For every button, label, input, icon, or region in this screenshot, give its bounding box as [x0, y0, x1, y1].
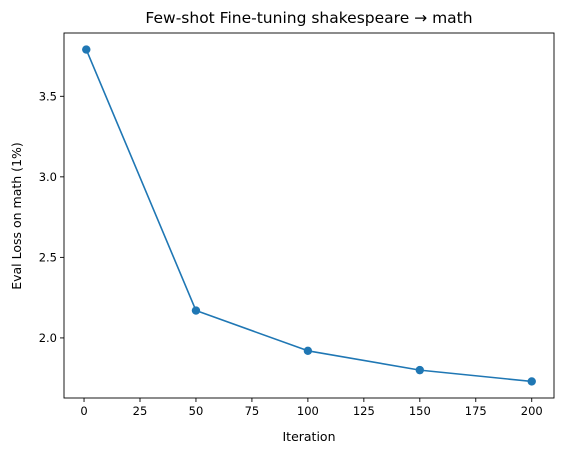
y-axis: 2.0 2.5 3.0 3.5: [39, 89, 64, 345]
x-tick-label: 125: [353, 404, 375, 418]
x-tick-label: 0: [80, 404, 87, 418]
x-axis-label: Iteration: [282, 429, 335, 444]
y-tick-label: 3.0: [39, 170, 57, 184]
x-tick-label: 25: [133, 404, 148, 418]
x-tick-label: 50: [189, 404, 204, 418]
x-tick-label: 100: [297, 404, 319, 418]
x-axis: 0 25 50 75 100 125 150 175 200: [80, 398, 543, 418]
x-tick-label: 75: [245, 404, 260, 418]
x-tick-label: 175: [465, 404, 487, 418]
data-point: [415, 365, 425, 375]
series-layer: [82, 45, 536, 386]
y-axis-label: Eval Loss on math (1%): [9, 142, 24, 290]
data-point: [527, 377, 536, 386]
data-point: [82, 45, 91, 54]
y-tick-label: 3.5: [39, 89, 57, 103]
x-tick-label: 150: [409, 404, 431, 418]
y-tick-label: 2.5: [39, 250, 57, 264]
data-point: [191, 306, 201, 315]
data-point: [303, 346, 313, 356]
plot-area: [63, 32, 555, 399]
x-tick-label: 200: [521, 404, 543, 418]
chart-title: Few-shot Fine-tuning shakespeare → math: [145, 9, 472, 27]
y-tick-label: 2.0: [39, 331, 57, 345]
